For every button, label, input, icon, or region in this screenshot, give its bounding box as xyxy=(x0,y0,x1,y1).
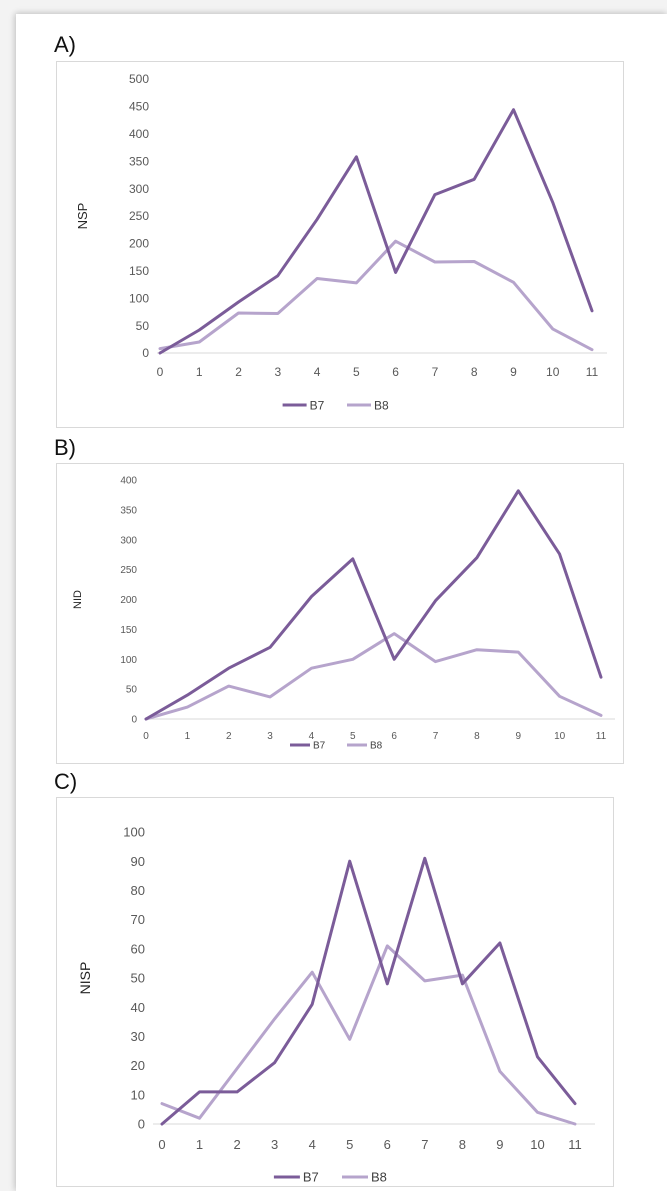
series-line-b8 xyxy=(160,944,577,1126)
y-tick-label: 350 xyxy=(129,154,149,168)
y-tick-label: 20 xyxy=(131,1058,145,1073)
y-tick-label: 250 xyxy=(120,565,137,576)
x-tick-label: 6 xyxy=(392,365,399,379)
series-line-b8 xyxy=(158,239,594,352)
y-tick-label: 50 xyxy=(136,319,150,333)
x-tick-label: 1 xyxy=(185,731,191,742)
y-tick-label: 30 xyxy=(131,1029,145,1044)
y-tick-label: 40 xyxy=(131,1000,145,1015)
legend-label-b8: B8 xyxy=(371,1170,387,1185)
y-tick-label: 500 xyxy=(129,72,149,86)
y-tick-label: 300 xyxy=(120,535,137,546)
x-tick-label: 7 xyxy=(432,365,439,379)
y-tick-label: 400 xyxy=(129,127,149,141)
y-tick-label: 100 xyxy=(120,655,137,666)
x-tick-label: 0 xyxy=(143,731,149,742)
y-tick-label: 50 xyxy=(126,685,138,696)
y-tick-label: 10 xyxy=(131,1087,145,1102)
x-tick-label: 1 xyxy=(196,1137,203,1152)
x-tick-label: 2 xyxy=(233,1137,240,1152)
x-tick-label: 9 xyxy=(510,365,517,379)
y-tick-label: 0 xyxy=(138,1117,145,1132)
x-tick-label: 2 xyxy=(235,365,242,379)
series-line-b7 xyxy=(160,856,577,1126)
x-tick-label: 2 xyxy=(226,731,232,742)
x-tick-label: 8 xyxy=(471,365,478,379)
legend-label-b7: B7 xyxy=(310,398,325,412)
x-tick-label: 0 xyxy=(158,1137,165,1152)
legend-label-b7: B7 xyxy=(303,1170,319,1185)
y-tick-label: 150 xyxy=(129,264,149,278)
x-tick-label: 10 xyxy=(530,1137,544,1152)
series-line-b7 xyxy=(144,489,603,721)
x-tick-label: 8 xyxy=(474,731,480,742)
x-tick-label: 6 xyxy=(384,1137,391,1152)
x-tick-label: 8 xyxy=(459,1137,466,1152)
x-tick-label: 4 xyxy=(314,365,321,379)
y-tick-label: 100 xyxy=(123,825,145,840)
x-tick-label: 5 xyxy=(353,365,360,379)
chart-c-frame: 0 10 20 30 40 50 60 70 80 90 100 0 1 2 3 4 5 6 7 8 9 10 11 NISP… xyxy=(56,797,614,1187)
y-axis-title: NSP xyxy=(75,203,90,230)
x-tick-label: 4 xyxy=(309,731,315,742)
x-tick-label: 9 xyxy=(515,731,521,742)
x-tick-label: 10 xyxy=(546,365,560,379)
legend-label-b8: B8 xyxy=(370,741,383,752)
x-tick-label: 1 xyxy=(196,365,203,379)
series-line-b8 xyxy=(144,632,603,721)
x-tick-label: 5 xyxy=(350,731,356,742)
panel-a-label: A) xyxy=(54,32,76,57)
x-tick-label: 6 xyxy=(391,731,397,742)
x-tick-label: 11 xyxy=(568,1137,582,1152)
x-tick-label: 0 xyxy=(157,365,164,379)
chart-a-frame: 0 50 100 150 200 250 300 350 400 450 500 0 1 2 3 4 5 6 7 8 9… xyxy=(56,61,624,428)
y-tick-label: 250 xyxy=(129,209,149,223)
x-tick-label: 5 xyxy=(346,1137,353,1152)
x-tick-label: 3 xyxy=(274,365,281,379)
x-tick-label: 9 xyxy=(496,1137,503,1152)
y-tick-label: 70 xyxy=(131,912,145,927)
y-tick-label: 150 xyxy=(120,625,137,636)
y-tick-label: 100 xyxy=(129,291,149,305)
y-tick-label: 0 xyxy=(142,346,149,360)
y-tick-label: 400 xyxy=(120,476,137,487)
y-tick-label: 90 xyxy=(131,854,145,869)
chart-b-nid: 0 50 100 150 200 250 300 350 400 0 1 2 3 4 5 6 7 8 9 10 11 NI… xyxy=(72,476,615,752)
figure-page: A) 0 50 100 150 200 250 300 350 400 450 500 0 1 2 3 4 5 6… xyxy=(16,14,667,1191)
x-tick-label: 11 xyxy=(586,365,599,379)
x-tick-label: 7 xyxy=(421,1137,428,1152)
y-tick-label: 200 xyxy=(129,237,149,251)
x-tick-label: 11 xyxy=(596,731,607,742)
y-tick-label: 350 xyxy=(120,505,137,516)
legend-label-b7: B7 xyxy=(313,741,326,752)
chart-a-nsp: 0 50 100 150 200 250 300 350 400 450 500 0 1 2 3 4 5 6 7 8 9… xyxy=(75,72,607,412)
legend-label-b8: B8 xyxy=(374,398,389,412)
series-line-b7 xyxy=(158,108,594,355)
chart-b-frame: 0 50 100 150 200 250 300 350 400 0 1 2 3 4 5 6 7 8 9 10 11 NI… xyxy=(56,463,624,764)
y-axis-title: NID xyxy=(72,590,84,609)
x-tick-label: 3 xyxy=(271,1137,278,1152)
x-tick-label: 4 xyxy=(309,1137,316,1152)
y-tick-label: 200 xyxy=(120,595,137,606)
y-tick-label: 50 xyxy=(131,971,145,986)
x-tick-label: 7 xyxy=(433,731,439,742)
chart-c-nisp: 0 10 20 30 40 50 60 70 80 90 100 0 1 2 3 4 5 6 7 8 9 10 11 NISP… xyxy=(77,825,595,1185)
panel-c-label: C) xyxy=(54,769,78,794)
y-tick-label: 450 xyxy=(129,100,149,114)
x-tick-label: 3 xyxy=(267,731,273,742)
y-axis-title: NISP xyxy=(77,962,93,995)
x-tick-label: 10 xyxy=(554,731,566,742)
panel-b-label: B) xyxy=(54,435,76,460)
y-tick-label: 60 xyxy=(131,941,145,956)
y-tick-label: 300 xyxy=(129,182,149,196)
y-tick-label: 0 xyxy=(131,715,137,726)
y-tick-label: 80 xyxy=(131,883,145,898)
